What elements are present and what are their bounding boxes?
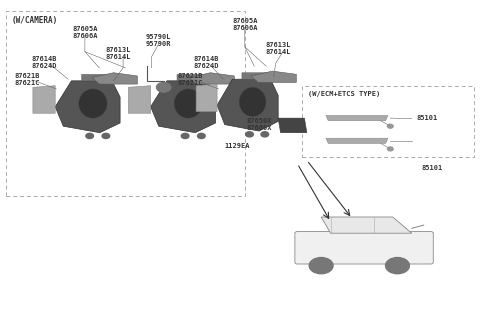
FancyBboxPatch shape [295,232,433,264]
Ellipse shape [239,87,266,116]
Ellipse shape [174,89,203,118]
Text: 85101: 85101 [417,115,438,121]
Text: 1129EA: 1129EA [225,143,251,149]
Ellipse shape [79,89,107,118]
Polygon shape [151,81,216,133]
Text: 87605A
87606A: 87605A 87606A [232,18,258,31]
Text: 87614B
87624D: 87614B 87624D [194,57,219,70]
Polygon shape [251,71,296,82]
Circle shape [181,133,189,139]
Text: 85101: 85101 [421,165,443,171]
Circle shape [86,133,94,139]
Text: 87614B
87624D: 87614B 87624D [32,57,57,70]
Circle shape [156,82,171,92]
Circle shape [246,132,253,137]
Text: 87613L
87614L: 87613L 87614L [265,42,291,55]
Polygon shape [33,86,55,113]
Polygon shape [278,118,307,133]
Circle shape [102,133,110,139]
Circle shape [385,258,409,274]
Text: 87621B
87621C: 87621B 87621C [15,73,40,86]
Polygon shape [217,79,278,131]
Text: 95790L
95790R: 95790L 95790R [146,34,172,47]
Circle shape [198,133,205,139]
Text: (W/ECM+ETCS TYPE): (W/ECM+ETCS TYPE) [308,91,380,96]
Text: 87605A
87606A: 87605A 87606A [72,26,97,39]
Polygon shape [82,74,112,81]
Polygon shape [55,81,120,133]
Polygon shape [326,138,388,144]
Polygon shape [189,73,234,84]
Circle shape [387,124,393,128]
Text: 87621B
87621C: 87621B 87621C [177,73,203,86]
Text: 87650X
87660X: 87650X 87660X [246,118,272,131]
Polygon shape [326,115,388,121]
Polygon shape [321,217,412,233]
Text: 87613L
87614L: 87613L 87614L [106,47,131,60]
Polygon shape [242,73,271,79]
Text: (W/CAMERA): (W/CAMERA) [12,16,58,25]
Circle shape [261,132,269,137]
Circle shape [309,258,333,274]
Polygon shape [128,86,151,113]
Polygon shape [196,84,217,112]
Polygon shape [177,74,207,81]
Circle shape [387,147,393,151]
Polygon shape [92,73,137,84]
